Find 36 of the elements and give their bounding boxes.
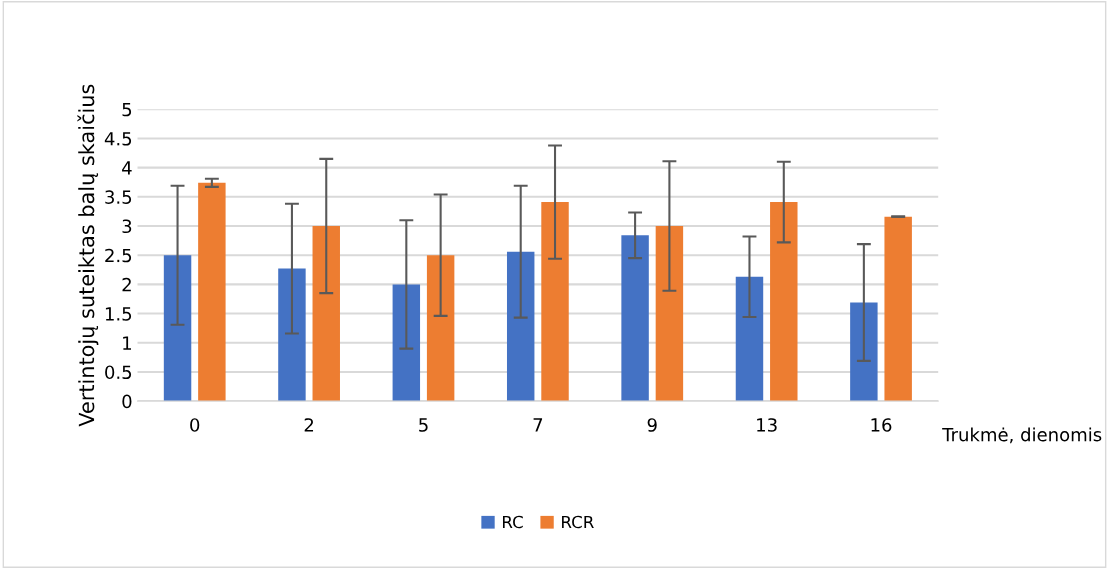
legend-label: RCR bbox=[562, 515, 594, 529]
bar bbox=[278, 268, 306, 402]
bar bbox=[850, 302, 878, 402]
x-tick-label: 13 bbox=[757, 418, 777, 432]
y-axis-title: Vertintojų suteiktas balų skaičius bbox=[77, 84, 99, 427]
bar bbox=[426, 255, 455, 402]
bar bbox=[506, 251, 535, 402]
bar bbox=[198, 182, 226, 402]
y-tick-label: 1.5 bbox=[105, 307, 132, 321]
legend-label: RC bbox=[502, 515, 523, 529]
x-tick-label: 0 bbox=[190, 418, 200, 432]
bar bbox=[541, 202, 569, 402]
y-tick-label: 1 bbox=[123, 336, 131, 350]
x-tick-label: 9 bbox=[647, 418, 657, 432]
y-tick-label: 3 bbox=[122, 219, 132, 234]
y-tick-label: 4.5 bbox=[104, 132, 132, 146]
y-tick-label: 5 bbox=[122, 102, 132, 117]
x-tick-label: 5 bbox=[419, 418, 428, 432]
y-tick-label: 4 bbox=[122, 161, 132, 175]
bar bbox=[163, 255, 192, 402]
bar bbox=[735, 276, 764, 402]
bar bbox=[655, 226, 684, 402]
x-tick-label: 2 bbox=[304, 418, 314, 432]
bar bbox=[312, 226, 340, 402]
bar bbox=[884, 216, 912, 402]
y-tick-label: 0.5 bbox=[105, 365, 132, 380]
x-axis-title: Trukmė, dienomis bbox=[942, 427, 1102, 444]
bar bbox=[392, 284, 421, 402]
y-tick-label: 0 bbox=[122, 394, 132, 409]
bar bbox=[621, 235, 649, 402]
x-tick-label: 7 bbox=[533, 418, 543, 432]
bar bbox=[770, 202, 798, 402]
y-tick-label: 3.5 bbox=[105, 190, 132, 204]
y-tick-label: 2 bbox=[122, 277, 131, 292]
x-tick-label: 16 bbox=[871, 418, 892, 432]
y-tick-label: 2.5 bbox=[105, 248, 132, 263]
